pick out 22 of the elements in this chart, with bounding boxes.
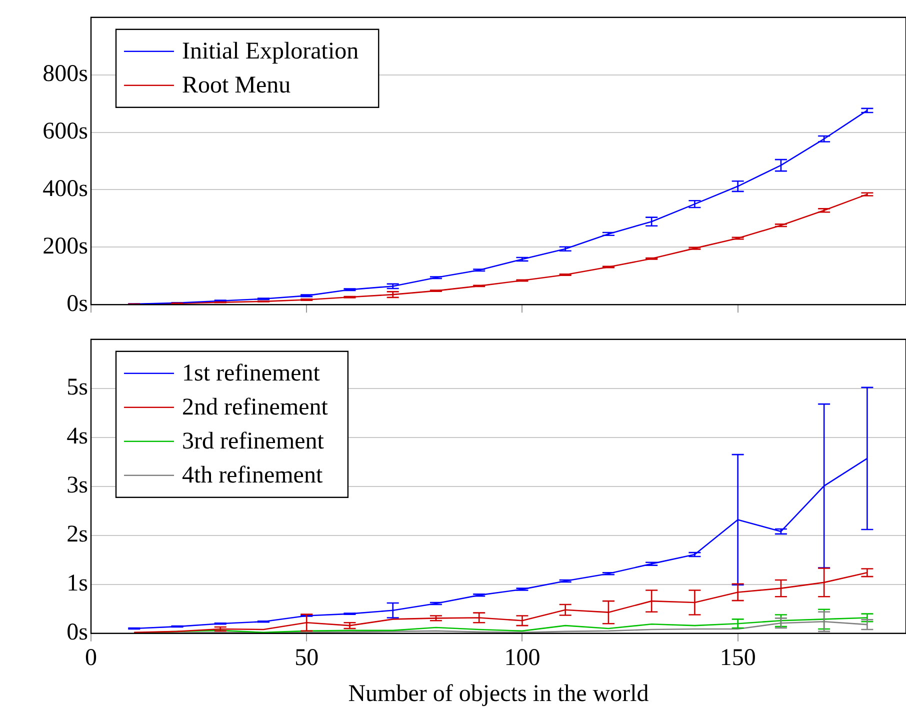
y-tick-label: 3s [66,472,88,499]
y-tick-label: 800s [42,61,88,88]
legend-label: 1st refinement [182,360,320,387]
y-tick-label: 400s [42,176,88,202]
legend-label: 2nd refinement [182,394,328,421]
legend-label: 3rd refinement [182,428,324,455]
legend-label: Root Menu [182,72,291,99]
y-tick-label: 5s [66,374,88,401]
y-tick-label: 200s [42,233,88,260]
x-tick-label: 100 [504,645,540,672]
x-axis-title: Number of objects in the world [348,680,649,707]
x-tick-label: 0 [85,645,97,672]
y-tick-label: 0s [66,620,88,646]
y-tick-label: 2s [66,522,88,548]
x-tick-label: 150 [720,645,756,672]
x-tick-label: 50 [294,645,319,672]
y-tick-label: 1s [66,570,88,597]
y-tick-label: 4s [66,424,88,450]
legend-label: 4th refinement [182,462,323,489]
y-tick-label: 0s [66,290,88,317]
y-tick-label: 600s [42,118,88,145]
legend-label: Initial Exploration [182,38,359,65]
